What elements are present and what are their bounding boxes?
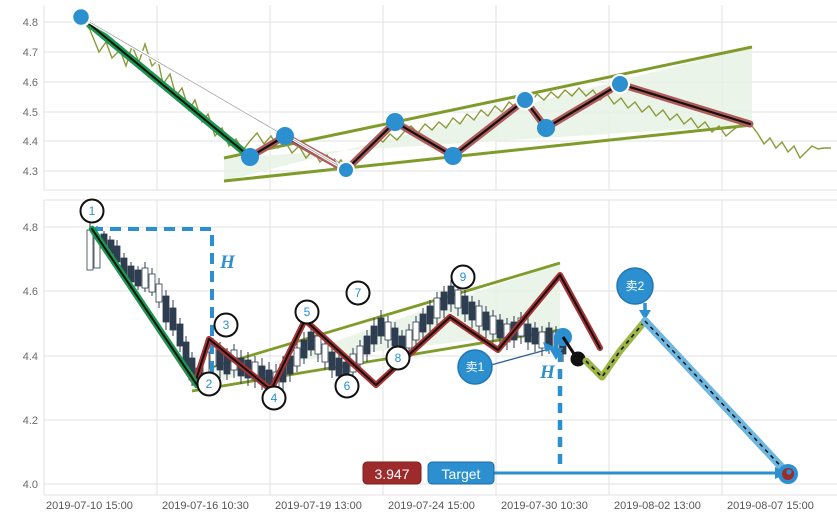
overview-y-tick: 4.4 xyxy=(23,136,38,148)
wave-marker-label: 8 xyxy=(395,351,402,365)
x-tick-label: 2019-08-07 15:00 xyxy=(727,500,814,512)
pivot-dot xyxy=(515,90,535,110)
overview-pivot-dots xyxy=(70,6,630,179)
sell1-badge[interactable]: 卖1 xyxy=(457,349,493,385)
wave-marker-9[interactable]: 9 xyxy=(450,264,476,290)
wave-marker-1[interactable]: 1 xyxy=(79,198,105,224)
wave-marker-label: 4 xyxy=(271,391,278,405)
x-tick-label: 2019-07-10 15:00 xyxy=(46,500,133,512)
overview-y-tick: 4.5 xyxy=(23,107,38,119)
wave-number-markers: 1 2 3 4 5 6 7 xyxy=(79,198,476,411)
wave-marker-4[interactable]: 4 xyxy=(261,385,287,411)
x-axis-labels: 2019-07-10 15:00 2019-07-16 10:30 2019-0… xyxy=(46,500,814,512)
sell2-badge[interactable]: 卖2 xyxy=(616,267,654,305)
wave-marker-2[interactable]: 2 xyxy=(196,371,222,397)
wave-marker-3[interactable]: 3 xyxy=(213,312,239,338)
overview-guide-arrows xyxy=(80,15,347,172)
pivot-dot xyxy=(70,6,92,28)
wave-marker-label: 5 xyxy=(304,305,311,319)
detail-y-tick: 4.4 xyxy=(23,351,38,363)
height-label-1: H xyxy=(219,252,236,273)
detail-grid-horizontal xyxy=(44,226,837,485)
overview-wedge-band xyxy=(224,47,752,181)
wave-marker-5[interactable]: 5 xyxy=(294,299,320,325)
wave-marker-label: 1 xyxy=(89,204,96,218)
pivot-dot xyxy=(386,113,404,131)
pivot-dot xyxy=(337,161,355,179)
target-projection-core xyxy=(644,320,789,475)
wave-marker-7[interactable]: 7 xyxy=(345,280,371,306)
pivot-dot xyxy=(610,74,630,94)
sell2-arrow-down xyxy=(639,303,651,320)
sell1-label: 卖1 xyxy=(466,360,485,374)
detail-wedge-lower-trendline xyxy=(191,328,561,393)
detail-wedge-upper-trendline xyxy=(191,261,561,375)
wave-marker-label: 3 xyxy=(223,318,230,332)
target-bullseye-marker xyxy=(778,464,798,484)
x-tick-label: 2019-07-19 13:00 xyxy=(275,500,362,512)
sell2-label: 卖2 xyxy=(626,279,645,293)
overview-y-tick: 4.6 xyxy=(23,77,38,89)
pivot-dot xyxy=(537,119,555,137)
detail-y-tick: 4.8 xyxy=(23,222,38,234)
pivot-dot xyxy=(444,147,462,165)
overview-wave-path-core xyxy=(79,15,752,172)
wave-marker-label: 9 xyxy=(460,270,467,284)
overview-y-tick: 4.7 xyxy=(23,47,38,59)
detail-chart-panel: 4.8 4.6 4.4 4.2 4.0 xyxy=(23,198,837,496)
x-tick-label: 2019-07-30 10:30 xyxy=(501,500,588,512)
x-tick-label: 2019-08-02 13:00 xyxy=(614,500,701,512)
detail-y-tick: 4.0 xyxy=(23,479,38,491)
wave-marker-label: 7 xyxy=(355,286,362,300)
wave-marker-8[interactable]: 8 xyxy=(385,345,411,371)
height-label-2: H xyxy=(539,362,556,383)
detail-y-axis: 4.8 4.6 4.4 4.2 4.0 xyxy=(23,222,38,491)
pivot-dot xyxy=(276,127,294,145)
projection-zigzag xyxy=(582,317,649,381)
detail-wave-path-core xyxy=(91,228,601,391)
overview-y-tick: 4.8 xyxy=(23,17,38,29)
black-pivot-dot xyxy=(570,351,586,367)
detail-y-tick: 4.2 xyxy=(23,415,38,427)
target-label-badge[interactable]: Target xyxy=(427,461,495,485)
detail-y-tick: 4.6 xyxy=(23,286,38,298)
detail-grid-vertical xyxy=(43,199,837,496)
x-tick-label: 2019-07-24 15:00 xyxy=(388,500,475,512)
overview-wedge-upper-trendline xyxy=(223,45,753,160)
wave-marker-label: 6 xyxy=(344,379,351,393)
detail-impulse-leg-core xyxy=(91,228,198,386)
overview-impulse-leg-core xyxy=(80,16,251,158)
wave-marker-label: 2 xyxy=(206,377,213,391)
target-price-badge[interactable]: 3.947 xyxy=(362,461,422,485)
pivot-dot xyxy=(241,148,259,166)
overview-chart-panel: 4.8 4.7 4.6 4.5 4.4 4.3 xyxy=(23,5,837,191)
height-bracket-1 xyxy=(92,227,214,378)
x-tick-label: 2019-07-16 10:30 xyxy=(162,500,249,512)
wave-marker-6[interactable]: 6 xyxy=(334,373,360,399)
overview-y-tick: 4.3 xyxy=(23,166,38,178)
target-label-text: Target xyxy=(442,466,481,482)
overview-wedge-lower-trendline xyxy=(223,123,753,183)
overview-y-axis: 4.8 4.7 4.6 4.5 4.4 4.3 xyxy=(23,17,38,178)
sell1-arrow-down xyxy=(549,338,563,360)
target-price-label: 3.947 xyxy=(374,466,409,482)
projection-zigzag-core xyxy=(585,320,646,378)
